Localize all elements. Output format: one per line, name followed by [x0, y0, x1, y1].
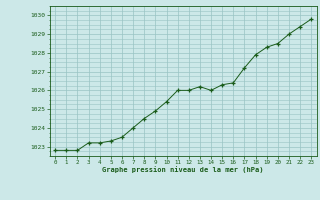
X-axis label: Graphe pression niveau de la mer (hPa): Graphe pression niveau de la mer (hPa): [102, 167, 264, 173]
